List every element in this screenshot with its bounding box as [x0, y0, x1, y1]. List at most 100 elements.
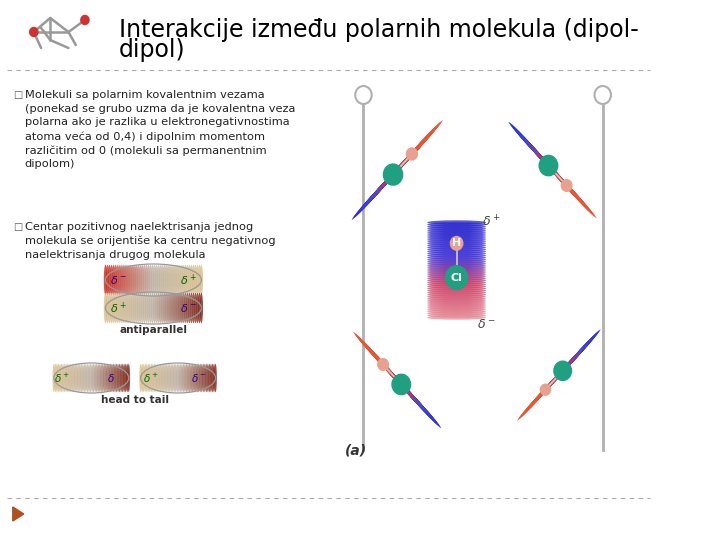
Circle shape [406, 148, 418, 160]
Ellipse shape [172, 265, 176, 295]
Ellipse shape [199, 265, 203, 295]
Ellipse shape [366, 346, 403, 386]
Ellipse shape [161, 265, 164, 295]
Ellipse shape [150, 265, 154, 295]
Ellipse shape [387, 139, 426, 181]
Ellipse shape [392, 375, 430, 416]
Ellipse shape [392, 374, 429, 415]
Ellipse shape [534, 149, 571, 190]
Ellipse shape [54, 364, 57, 392]
Ellipse shape [186, 265, 189, 295]
Ellipse shape [384, 143, 423, 185]
Ellipse shape [114, 364, 117, 392]
Ellipse shape [89, 364, 92, 392]
Ellipse shape [528, 143, 565, 184]
Ellipse shape [145, 293, 148, 323]
Ellipse shape [375, 355, 413, 396]
Ellipse shape [427, 292, 486, 296]
Ellipse shape [550, 346, 586, 384]
Ellipse shape [427, 234, 486, 238]
Ellipse shape [164, 265, 168, 295]
Ellipse shape [194, 293, 197, 323]
Ellipse shape [517, 382, 553, 421]
Ellipse shape [353, 176, 392, 219]
Ellipse shape [552, 169, 589, 210]
Ellipse shape [354, 333, 392, 374]
Ellipse shape [80, 364, 83, 392]
Ellipse shape [427, 286, 486, 291]
Ellipse shape [427, 236, 486, 240]
Ellipse shape [404, 120, 443, 163]
Ellipse shape [117, 293, 121, 323]
Text: Interakcije između polarnih molekula (dipol-: Interakcije između polarnih molekula (di… [119, 18, 639, 42]
Ellipse shape [427, 259, 486, 264]
Ellipse shape [541, 356, 576, 395]
Ellipse shape [171, 364, 174, 392]
Ellipse shape [403, 122, 441, 164]
Ellipse shape [143, 364, 145, 392]
Ellipse shape [125, 265, 129, 295]
Ellipse shape [386, 140, 425, 183]
Ellipse shape [427, 263, 486, 267]
Ellipse shape [69, 364, 72, 392]
Ellipse shape [122, 293, 125, 323]
Ellipse shape [158, 364, 161, 392]
Circle shape [384, 164, 402, 185]
Ellipse shape [194, 265, 197, 295]
Ellipse shape [549, 347, 585, 386]
Ellipse shape [121, 364, 124, 392]
Ellipse shape [374, 153, 413, 195]
Ellipse shape [145, 364, 148, 392]
Ellipse shape [369, 349, 406, 390]
Ellipse shape [536, 360, 572, 399]
Ellipse shape [171, 265, 174, 295]
Ellipse shape [361, 340, 398, 381]
Ellipse shape [129, 265, 132, 295]
Text: $\delta$: $\delta$ [107, 372, 115, 384]
Ellipse shape [373, 353, 410, 394]
Ellipse shape [127, 293, 131, 323]
Ellipse shape [166, 265, 170, 295]
Ellipse shape [543, 354, 578, 393]
Ellipse shape [427, 265, 486, 269]
Ellipse shape [117, 364, 120, 392]
Ellipse shape [92, 364, 95, 392]
Ellipse shape [521, 136, 558, 177]
Ellipse shape [71, 364, 73, 392]
Ellipse shape [104, 364, 107, 392]
Ellipse shape [382, 363, 420, 404]
Ellipse shape [139, 293, 143, 323]
Ellipse shape [427, 269, 486, 273]
Ellipse shape [153, 293, 156, 323]
Ellipse shape [155, 364, 157, 392]
Ellipse shape [397, 380, 435, 421]
Ellipse shape [377, 151, 415, 193]
Ellipse shape [192, 364, 194, 392]
Ellipse shape [176, 364, 179, 392]
Ellipse shape [210, 364, 212, 392]
Ellipse shape [427, 255, 486, 259]
Ellipse shape [192, 265, 195, 295]
Ellipse shape [427, 312, 486, 316]
Ellipse shape [125, 293, 129, 323]
Text: □: □ [13, 222, 22, 232]
Ellipse shape [372, 352, 409, 393]
Ellipse shape [133, 265, 137, 295]
Text: H: H [452, 238, 462, 248]
Ellipse shape [158, 265, 162, 295]
Ellipse shape [172, 293, 176, 323]
Ellipse shape [127, 364, 130, 392]
Ellipse shape [149, 293, 152, 323]
Ellipse shape [543, 159, 580, 200]
Ellipse shape [392, 133, 431, 176]
Ellipse shape [106, 293, 109, 323]
Circle shape [562, 180, 572, 191]
Ellipse shape [109, 265, 113, 295]
Ellipse shape [427, 230, 486, 234]
Ellipse shape [176, 293, 179, 323]
Ellipse shape [114, 265, 117, 295]
Ellipse shape [427, 315, 486, 320]
Text: (a): (a) [345, 443, 367, 457]
Ellipse shape [123, 364, 125, 392]
Ellipse shape [174, 265, 178, 295]
